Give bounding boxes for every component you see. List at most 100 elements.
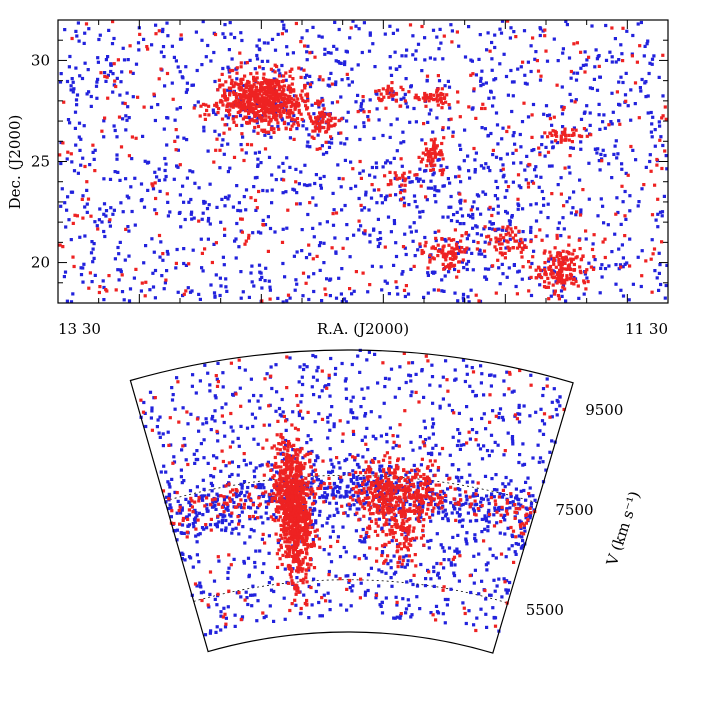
wedge-point-blue <box>452 505 456 509</box>
sky-point-blue <box>344 300 348 304</box>
wedge-point-red <box>338 419 342 423</box>
wedge-point-blue <box>205 503 209 507</box>
sky-point-blue <box>585 58 589 62</box>
sky-point-blue <box>555 141 559 145</box>
sky-point-red <box>388 193 392 197</box>
wedge-point-blue <box>282 457 287 461</box>
sky-point-red <box>266 130 270 134</box>
wedge-point-blue <box>390 539 394 543</box>
wedge-point-blue <box>328 608 332 612</box>
sky-point-blue <box>448 106 452 110</box>
sky-point-blue <box>446 177 450 181</box>
sky-point-blue <box>179 225 183 229</box>
sky-point-red <box>223 91 227 95</box>
sky-point-red <box>293 105 298 109</box>
wedge-point-blue <box>407 480 412 484</box>
sky-point-blue <box>65 299 69 303</box>
sky-point-red <box>317 124 322 128</box>
wedge-point-blue <box>490 477 494 481</box>
sky-point-blue <box>467 300 471 304</box>
wedge-point-blue <box>236 436 240 440</box>
sky-point-red <box>425 147 429 151</box>
sky-point-blue <box>272 77 276 81</box>
wedge-point-blue <box>418 607 422 611</box>
sky-point-blue <box>197 186 201 190</box>
sky-point-red <box>207 113 211 117</box>
wedge-point-blue <box>382 401 386 405</box>
sky-point-blue <box>455 219 459 223</box>
sky-point-blue <box>225 289 229 293</box>
wedge-point-blue <box>480 530 484 534</box>
sky-point-blue <box>305 29 309 33</box>
wedge-point-blue <box>529 373 533 377</box>
sky-point-blue <box>264 266 268 270</box>
sky-point-blue <box>556 226 560 231</box>
wedge-point-blue <box>202 456 206 460</box>
sky-point-red <box>514 233 518 237</box>
sky-point-red <box>272 127 276 131</box>
sky-point-red <box>318 111 322 115</box>
wedge-point-blue <box>404 607 409 611</box>
sky-point-blue <box>261 67 265 71</box>
sky-point-blue <box>161 258 165 262</box>
wedge-velocity-arcs <box>164 474 538 604</box>
sky-point-red <box>563 138 567 142</box>
sky-point-red <box>309 119 314 123</box>
sky-point-red <box>566 264 570 268</box>
wedge-point-red <box>488 393 492 397</box>
wedge-point-red <box>236 515 240 519</box>
wedge-point-blue <box>537 460 541 464</box>
sky-point-blue <box>80 76 85 81</box>
wedge-point-blue <box>295 576 299 580</box>
wedge-point-blue <box>180 481 184 485</box>
wedge-point-blue <box>536 443 540 447</box>
sky-point-blue <box>70 190 75 194</box>
wedge-point-blue <box>393 616 397 620</box>
sky-point-blue <box>540 135 544 139</box>
sky-point-red <box>567 138 571 142</box>
sky-point-blue <box>370 165 374 170</box>
wedge-point-blue <box>243 494 247 498</box>
sky-point-blue <box>375 165 379 170</box>
sky-point-blue <box>407 176 411 180</box>
sky-point-blue <box>627 298 631 302</box>
wedge-point-blue <box>349 399 353 403</box>
sky-point-red <box>254 91 258 95</box>
sky-point-blue <box>165 269 169 273</box>
wedge-point-blue <box>503 485 507 489</box>
sky-point-red <box>600 159 604 163</box>
wedge-point-red <box>421 494 425 498</box>
sky-point-blue <box>433 57 437 61</box>
sky-point-red <box>542 251 546 255</box>
sky-point-blue <box>534 202 538 206</box>
wedge-point-blue <box>458 447 462 451</box>
sky-point-red <box>308 51 312 55</box>
sky-point-red <box>256 92 260 96</box>
sky-point-blue <box>181 293 185 298</box>
sky-point-blue <box>393 50 397 54</box>
sky-point-blue <box>333 20 337 24</box>
sky-point-blue <box>617 247 621 251</box>
sky-point-red <box>590 247 595 252</box>
sky-point-red <box>105 289 109 293</box>
wedge-point-blue <box>281 410 285 414</box>
wedge-point-blue <box>329 470 333 475</box>
wedge-point-blue <box>475 430 479 435</box>
sky-point-red <box>475 247 479 251</box>
sky-point-blue <box>345 119 349 123</box>
sky-point-red <box>420 249 424 253</box>
wedge-point-blue <box>528 486 532 490</box>
sky-point-red <box>603 237 607 241</box>
sky-point-blue <box>539 210 543 214</box>
sky-point-blue <box>277 68 281 72</box>
sky-point-blue <box>483 267 488 271</box>
sky-point-blue <box>542 203 546 207</box>
wedge-point-blue <box>274 409 278 413</box>
wedge-point-blue <box>503 518 507 522</box>
wedge-point-blue <box>268 497 272 501</box>
sky-point-blue <box>334 80 338 84</box>
wedge-point-red <box>367 535 371 539</box>
sky-point-blue <box>348 255 352 259</box>
wedge-point-blue <box>509 494 513 499</box>
sky-point-blue <box>107 28 111 32</box>
